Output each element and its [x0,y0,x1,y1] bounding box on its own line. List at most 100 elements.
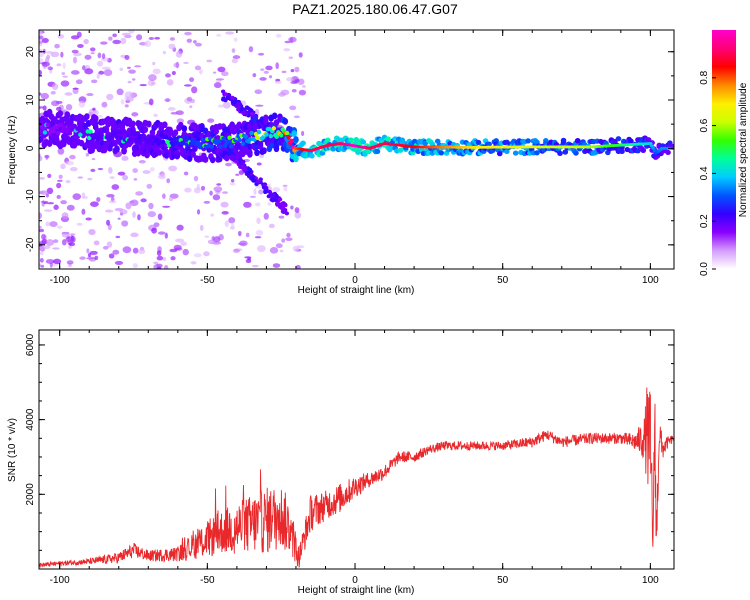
spectrogram-streak [240,161,245,166]
spectrogram-speckle [39,251,44,256]
spectrogram-speckle [148,74,157,82]
spectrogram-streak [245,106,251,111]
spectrogram-speckle [149,167,155,172]
spectrogram-streak [277,197,283,202]
spectrogram-ridge-core [87,135,92,141]
spectrogram-speckle [275,62,279,70]
spectrogram-streak [230,99,236,104]
spectrogram-speckle [255,104,264,107]
spectrogram-ridge-halo [557,150,563,156]
snr-x-tick-label: 0 [352,575,358,586]
spectrogram-y-axis-label: Frequency (Hz) [7,116,18,185]
spectrogram-speckle [231,58,238,64]
spectrogram-speckle [65,179,71,184]
spectrogram-ridge-core [39,129,42,135]
spectrogram-ridge-halo [486,141,492,147]
spectrogram-speckle [249,195,257,198]
spectrogram-speckle [69,154,76,160]
spectrogram-ridge-core [286,134,291,140]
spectrogram-speckle [212,71,217,74]
spectrogram-speckle [46,202,55,205]
spectrogram-ridge-core [168,136,173,142]
spectrogram-ridge-core [243,134,248,139]
snr-y-tick-label: 4000 [25,408,36,431]
spectrogram-speckle [121,155,129,161]
spectrogram-streak [223,98,228,103]
spectrogram-ridge-core [228,144,234,149]
spectrogram-speckle [78,100,85,108]
spectrogram-speckle [283,48,291,52]
spectrogram-ridge-halo [560,137,567,143]
spectrogram-speckle [256,245,266,253]
spectrogram-speckle [231,222,235,229]
spectrogram-speckle [288,56,293,59]
spectrogram-ridge-halo [261,147,267,155]
spectrogram-speckle [254,89,263,95]
spectrogram-speckle [144,40,152,47]
spectrogram-speckle [72,193,82,200]
spectrogram-streak [261,185,267,190]
spectrogram-speckle [245,232,250,238]
spectrogram-speckle [148,98,154,106]
spectrogram-speckle [124,54,130,60]
spectrogram-speckle [301,85,306,88]
spectrogram-speckle [260,68,265,72]
spectrogram-speckle [114,260,124,265]
spectrogram-speckle [231,48,236,53]
spectrogram-ridge-halo [574,138,581,144]
spectrogram-speckle [252,73,257,78]
spectrogram-speckle [245,259,252,264]
spectrogram-speckle [278,215,285,219]
spectrogram-speckle [168,197,174,202]
spectrogram-speckle [60,200,67,205]
spectrogram-speckle [82,65,86,71]
spectrogram-streak [266,194,271,199]
spectrogram-speckle [76,222,83,226]
spectrogram-speckle [53,204,59,210]
spectrogram-ridge-halo [573,150,579,156]
spectrogram-speckle [91,157,96,161]
spectrogram-speckle [224,220,229,228]
spectrogram-speckle [120,37,127,45]
spectrogram-speckle [46,187,54,195]
spectrogram-ridge-halo [438,150,445,156]
spectrogram-speckle [45,239,55,246]
spectrogram-speckle [49,221,58,227]
colorbar-gradient [712,30,736,269]
spectrogram-streak [277,204,283,209]
spectrogram-speckle [135,191,144,196]
spectrogram-speckle [45,51,54,54]
spectrogram-speckle [294,207,300,214]
spectrogram-speckle [39,50,44,58]
spectrogram-x-tick-label: 0 [352,275,358,286]
spectrogram-speckle [98,70,105,75]
snr-x-tick-label: -100 [50,575,70,586]
spectrogram-speckle [216,33,222,37]
snr-x-axis-label: Height of straight line (km) [298,585,415,596]
spectrogram-ridge-halo [619,148,625,155]
spectrogram-ridge-core [268,133,274,139]
spectrogram-ridge-halo [186,155,193,163]
spectrogram-speckle [130,232,139,238]
spectrogram-speckle [128,69,136,74]
spectrogram-speckle [39,257,44,263]
spectrogram-ridge-halo [181,125,188,133]
spectrogram-speckle [190,261,197,265]
spectrogram-speckle [279,249,284,253]
spectrogram-speckle [61,232,70,238]
spectrogram-speckle [285,237,293,242]
spectrogram-speckle [108,36,113,41]
spectrogram-speckle [200,185,206,191]
spectrogram-speckle [47,66,54,71]
spectrogram-speckle [196,209,201,215]
spectrogram-speckle [100,41,108,45]
spectrogram-speckle [225,162,232,167]
spectrogram-speckle [269,75,273,79]
spectrogram-speckle [106,219,111,226]
spectrogram-speckle [217,104,224,108]
spectrogram-speckle [39,228,45,233]
spectrogram-ridge-halo [114,145,120,153]
spectrogram-speckle [56,63,62,67]
spectrogram-speckle [81,208,86,215]
spectrogram-ridge-halo [142,126,149,134]
